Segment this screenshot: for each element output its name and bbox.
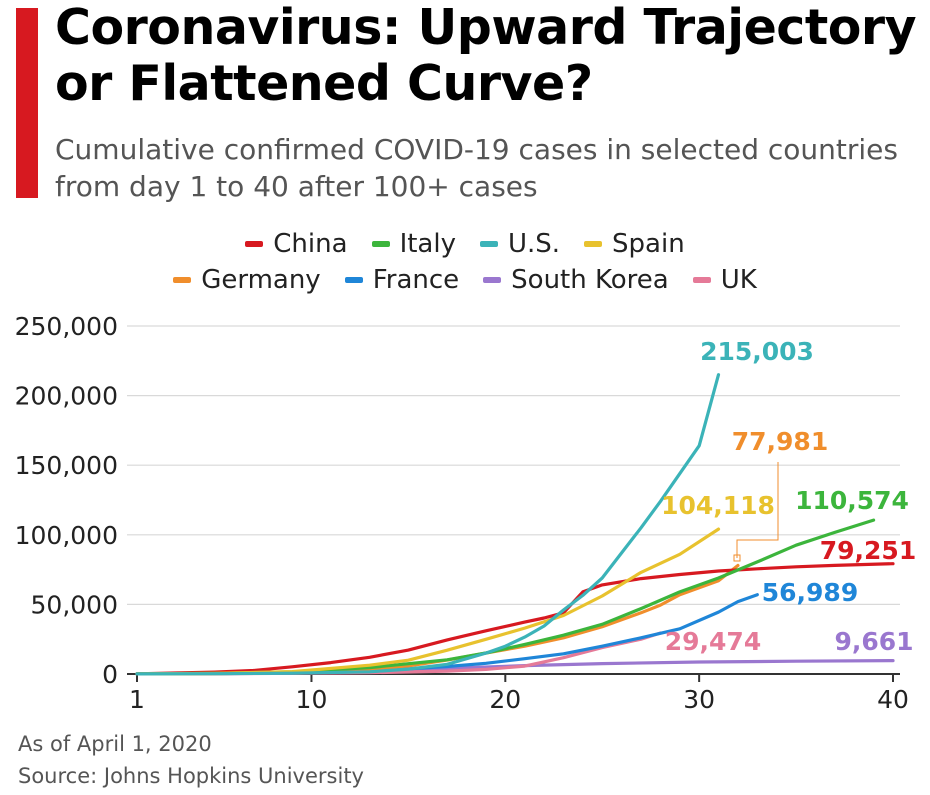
legend-swatch [371,241,390,247]
series-line-us [135,373,721,676]
legend-row: China Italy U.S. Spain [0,226,930,262]
legend-item-south-korea: South Korea [483,265,669,295]
legend-label: Germany [201,265,321,295]
x-tick-label: 10 [296,685,328,714]
x-tick-label: 1 [129,685,145,714]
series-line-germany [135,563,740,676]
end-label-south-korea: 9,661 [834,627,913,656]
legend-swatch [173,277,192,283]
legend-item-france: France [344,265,460,295]
x-tick-label: 40 [877,685,909,714]
line-chart: 0 50,000 100,000 150,000 200,000 250,000 1 10 20… [15,312,917,714]
chart-legend: China Italy U.S. Spain Germany France South Ko… [0,226,930,298]
germany-leader-line [736,462,779,558]
y-tick-label: 100,000 [15,521,118,550]
germany-leader-marker [733,554,741,562]
y-tick-label: 200,000 [15,382,118,411]
y-tick-label: 150,000 [15,451,118,480]
legend-item-china: China [245,229,348,259]
end-label-china: 79,251 [820,536,916,565]
legend-item-italy: Italy [371,229,456,259]
end-label-italy: 110,574 [795,486,909,515]
end-label-france: 56,989 [762,578,858,607]
x-tick-label: 30 [683,685,715,714]
y-tick-label: 50,000 [31,590,118,619]
as-of-note: As of April 1, 2020 [18,732,212,756]
legend-swatch [245,241,264,247]
end-label-spain: 104,118 [661,491,775,520]
end-label-germany: 77,981 [732,427,828,456]
legend-item-spain: Spain [584,229,685,259]
legend-swatch [483,277,502,283]
legend-label: U.S. [507,229,561,259]
legend-swatch [479,241,498,247]
source-note: Source: Johns Hopkins University [18,764,364,788]
chart-title: Coronavirus: Upward Trajectory or Flatte… [55,0,917,112]
legend-label: South Korea [511,265,669,295]
legend-item-us: U.S. [479,229,561,259]
accent-bar [16,8,38,198]
legend-item-germany: Germany [173,265,321,295]
x-tick-label: 20 [489,685,521,714]
end-label-us: 215,003 [700,337,814,366]
legend-swatch [344,277,363,283]
end-label-uk: 29,474 [665,627,761,656]
legend-label: France [372,265,460,295]
legend-label: Spain [612,229,685,259]
series-line-spain [135,527,721,676]
legend-swatch [692,277,711,283]
series-line-italy [135,518,876,676]
legend-item-uk: UK [692,265,757,295]
y-tick-label: 0 [102,660,118,689]
legend-swatch [584,241,603,247]
chart-subtitle: Cumulative confirmed COVID-19 cases in s… [55,133,898,203]
legend-label: UK [720,265,757,295]
legend-row: Germany France South Korea UK [0,262,930,298]
legend-label: Italy [399,229,456,259]
legend-label: China [273,229,348,259]
y-tick-label: 250,000 [15,312,118,341]
